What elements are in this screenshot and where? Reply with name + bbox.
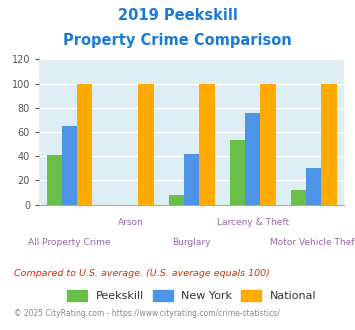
Bar <box>306 168 322 205</box>
Bar <box>261 83 275 205</box>
Bar <box>77 83 92 205</box>
Text: Motor Vehicle Theft: Motor Vehicle Theft <box>270 238 355 247</box>
Bar <box>184 154 200 205</box>
Bar <box>62 126 77 205</box>
Bar <box>169 195 184 205</box>
Bar <box>291 190 306 205</box>
Bar <box>47 155 62 205</box>
Bar <box>138 83 153 205</box>
Text: Property Crime Comparison: Property Crime Comparison <box>63 33 292 48</box>
Text: Larceny & Theft: Larceny & Theft <box>217 218 289 227</box>
Bar <box>245 113 261 205</box>
Text: Compared to U.S. average. (U.S. average equals 100): Compared to U.S. average. (U.S. average … <box>14 269 270 278</box>
Text: Burglary: Burglary <box>173 238 211 247</box>
Text: © 2025 CityRating.com - https://www.cityrating.com/crime-statistics/: © 2025 CityRating.com - https://www.city… <box>14 309 280 317</box>
Legend: Peekskill, New York, National: Peekskill, New York, National <box>62 286 321 306</box>
Text: All Property Crime: All Property Crime <box>28 238 111 247</box>
Bar <box>322 83 337 205</box>
Text: 2019 Peekskill: 2019 Peekskill <box>118 8 237 23</box>
Text: Arson: Arson <box>118 218 143 227</box>
Bar <box>230 141 245 205</box>
Bar <box>200 83 214 205</box>
